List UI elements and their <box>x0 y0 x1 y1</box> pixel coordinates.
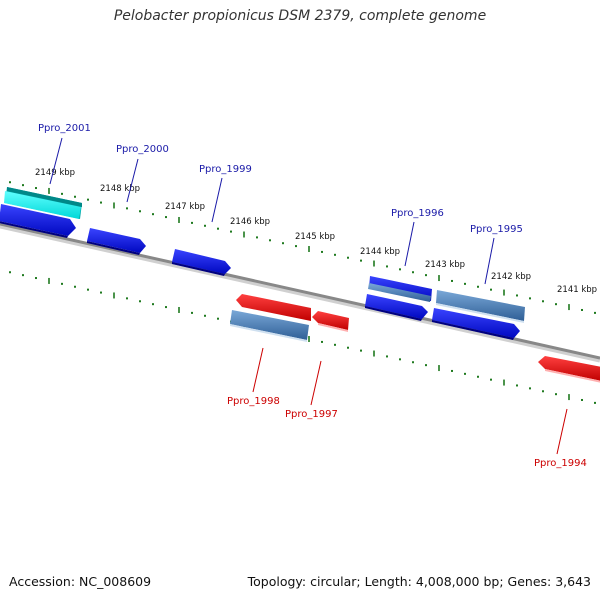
label-leaders <box>49 137 568 455</box>
ruler-label: 2147 kbp <box>165 202 205 212</box>
ruler-labels: 2149 kbp 2148 kbp 2147 kbp 2146 kbp 2145… <box>35 168 597 295</box>
genome-summary-text: Topology: circular; Length: 4,008,000 bp… <box>247 574 591 589</box>
gene-Ppro_1994[interactable] <box>538 356 600 383</box>
ruler-label: 2144 kbp <box>360 247 400 257</box>
gene-Ppro_2001[interactable] <box>4 187 82 219</box>
ruler-label: 2142 kbp <box>491 272 531 282</box>
gene-Ppro_2000[interactable] <box>87 228 146 255</box>
gene-Ppro_1999[interactable] <box>172 249 231 276</box>
gene-Ppro_2001b[interactable] <box>0 204 76 238</box>
ruler-label: 2146 kbp <box>230 217 270 227</box>
gene-label-Ppro_1998[interactable]: Ppro_1998 <box>227 396 280 407</box>
gene-Ppro_1996a[interactable] <box>368 276 432 302</box>
outer-ruler <box>9 181 596 314</box>
ruler-label: 2148 kbp <box>100 184 140 194</box>
gene-Ppro_1998[interactable] <box>230 294 311 342</box>
gene-label-Ppro_1996[interactable]: Ppro_1996 <box>391 208 444 219</box>
gene-Ppro_1996b[interactable] <box>365 294 428 321</box>
ruler-label: 2141 kbp <box>557 285 597 295</box>
genome-backbone-shadow <box>0 223 600 363</box>
ruler-label: 2149 kbp <box>35 168 75 178</box>
ruler-label: 2143 kbp <box>425 260 465 270</box>
gene-label-Ppro_1999[interactable]: Ppro_1999 <box>199 164 252 175</box>
gene-Ppro_1995b[interactable] <box>432 308 520 340</box>
gene-label-Ppro_1995[interactable]: Ppro_1995 <box>470 224 523 235</box>
gene-label-Ppro_1994[interactable]: Ppro_1994 <box>534 458 587 469</box>
ruler-label: 2145 kbp <box>295 232 335 242</box>
gene-label-Ppro_2001[interactable]: Ppro_2001 <box>38 123 91 134</box>
gene-Ppro_1995a[interactable] <box>436 290 525 323</box>
map-title: Pelobacter propionicus DSM 2379, complet… <box>113 8 487 24</box>
gene-label-Ppro_2000[interactable]: Ppro_2000 <box>116 144 169 155</box>
gene-Ppro_1997[interactable] <box>312 311 349 332</box>
accession-text: Accession: NC_008609 <box>9 574 152 589</box>
gene-label-Ppro_1997[interactable]: Ppro_1997 <box>285 409 338 420</box>
